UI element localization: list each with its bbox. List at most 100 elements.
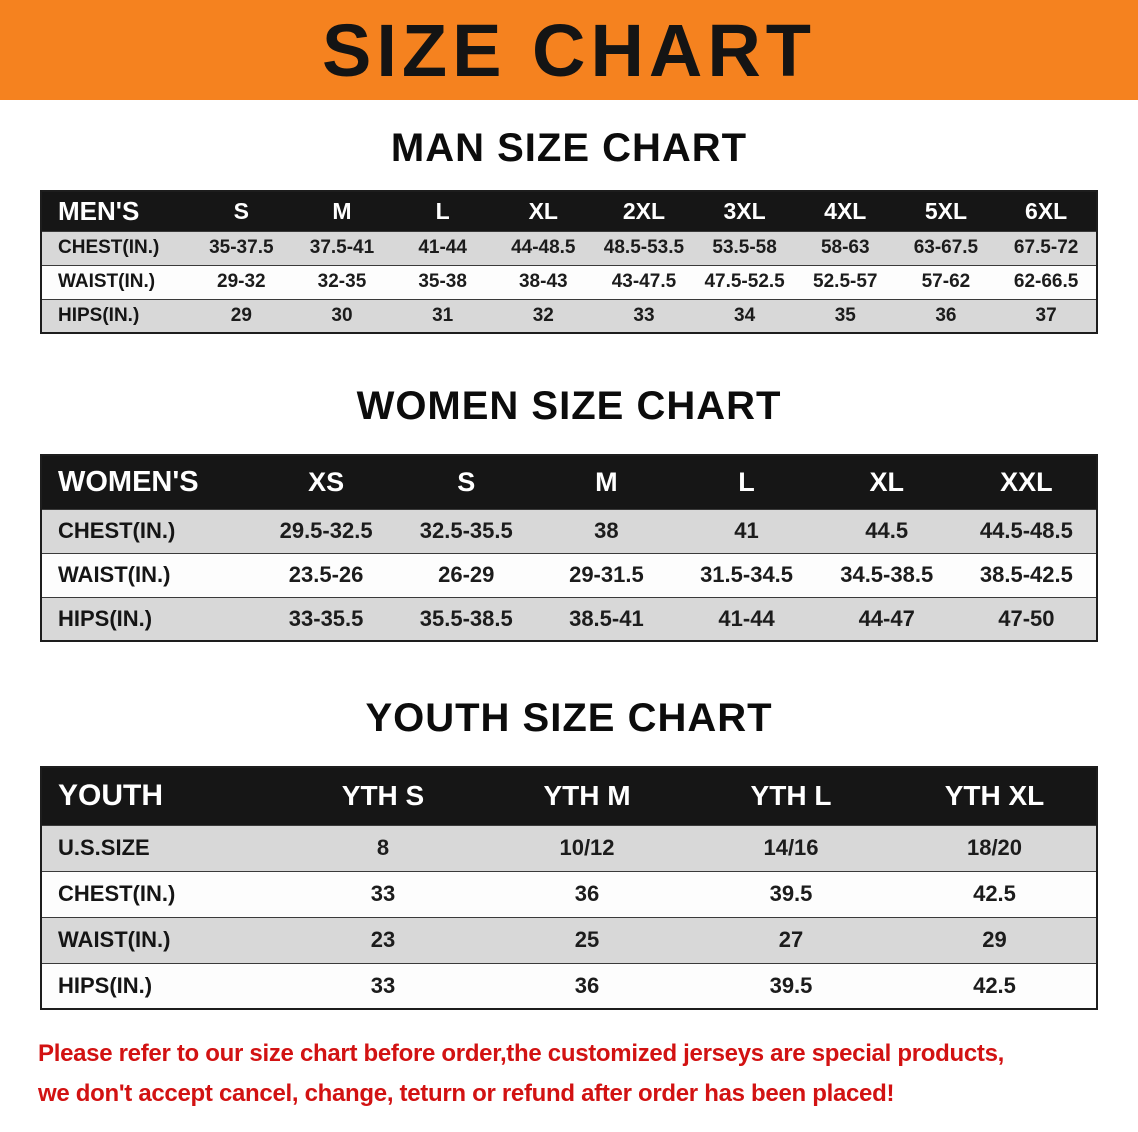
man-size-section: MAN SIZE CHART MEN'S S M L XL 2XL 3XL 4XL 5XL 6XL… [0, 124, 1138, 334]
women-section-heading: WOMEN SIZE CHART [356, 384, 782, 428]
size-column-header: YTH S [281, 767, 485, 825]
size-value: 33 [370, 881, 396, 906]
size-chart-banner: SIZE CHART [0, 0, 1138, 100]
measurement-row: HIPS(IN.) 33-35.5 35.5-38.5 38.5-41 41-44 44-… [41, 597, 1097, 641]
measurement-row: WAIST(IN.) 23.5-26 26-29 29-31.5 31.5-34.5 34… [41, 553, 1097, 597]
size-value: 57-62 [921, 271, 971, 292]
youth-section-heading: YOUTH SIZE CHART [365, 696, 773, 740]
size-column-header: 2XL [593, 191, 695, 231]
size-chart-content: MAN SIZE CHART MEN'S S M L XL 2XL 3XL 4XL 5XL 6XL… [0, 124, 1138, 1114]
size-value: 29-32 [217, 271, 266, 292]
size-column-header: XL [492, 191, 594, 231]
size-value: 35.5-38.5 [419, 605, 513, 631]
size-value: 32.5-35.5 [419, 518, 513, 543]
size-value: 29.5-32.5 [279, 518, 373, 543]
row-label: CHEST(IN.) [58, 237, 160, 258]
size-value: 39.5 [769, 881, 813, 906]
size-column-header: M [536, 455, 677, 509]
size-column-header: 6XL [996, 191, 1097, 231]
disclaimer-line-2: we don't accept cancel, change, teturn o… [38, 1080, 895, 1107]
size-column-header: YTH M [485, 767, 689, 825]
size-value: 39.5 [769, 972, 813, 998]
header-row: MEN'S S M L XL 2XL 3XL 4XL 5XL 6XL [41, 191, 1097, 231]
size-column-header: L [392, 191, 493, 231]
measurement-row: CHEST(IN.) 29.5-32.5 32.5-35.5 38 41 44.5 44.5… [41, 509, 1097, 553]
size-value: 44-48.5 [511, 237, 576, 258]
women-size-section: WOMEN SIZE CHART WOMEN'S XS S M L XL XXL CHEST… [0, 382, 1138, 642]
size-column-header: XS [256, 455, 397, 509]
measurement-row: HIPS(IN.) 29 30 31 32 33 34 35 36 37 [41, 299, 1097, 333]
size-column-header: L [676, 455, 817, 509]
row-label: HIPS(IN.) [58, 605, 153, 631]
youth-size-section: YOUTH SIZE CHART YOUTH YTH S YTH M YTH L YTH… [0, 694, 1138, 1010]
size-value: 29 [230, 304, 252, 326]
youth-table-body: U.S.SIZE 8 10/12 14/16 18/20 CHEST(IN.) 33 36 39… [41, 825, 1097, 1009]
size-value: 38 [594, 518, 619, 543]
size-value: 38-43 [518, 271, 568, 292]
row-label: CHEST(IN.) [58, 881, 176, 906]
man-table-body: CHEST(IN.) 35-37.5 37.5-41 41-44 44-48.5 48.5… [41, 231, 1097, 333]
row-label: CHEST(IN.) [58, 518, 176, 543]
size-value: 23 [370, 927, 396, 952]
size-value: 41-44 [718, 605, 775, 631]
size-value: 41-44 [418, 237, 467, 258]
size-column-header: 5XL [895, 191, 997, 231]
disclaimer-text: Please refer to our size chart before or… [38, 1034, 1100, 1114]
man-section-heading: MAN SIZE CHART [390, 126, 748, 170]
size-value: 29 [982, 927, 1007, 952]
size-value: 38.5-42.5 [979, 562, 1073, 587]
size-value: 63-67.5 [913, 237, 979, 258]
size-value: 38.5-41 [569, 605, 644, 631]
size-column-header: 3XL [694, 191, 795, 231]
man-size-table: MEN'S S M L XL 2XL 3XL 4XL 5XL 6XL CHEST(IN.) 35-3… [40, 190, 1098, 334]
size-value: 42.5 [973, 972, 1016, 998]
size-value: 35 [834, 304, 856, 326]
size-value: 31.5-34.5 [700, 562, 794, 587]
size-value: 67.5-72 [1013, 237, 1079, 258]
measurement-row: CHEST(IN.) 33 36 39.5 42.5 [41, 871, 1097, 917]
measurement-row: CHEST(IN.) 35-37.5 37.5-41 41-44 44-48.5 48.5… [41, 231, 1097, 265]
disclaimer-line-1: Please refer to our size chart before or… [38, 1040, 1004, 1067]
size-column-header: M [291, 191, 393, 231]
size-column-header: S [396, 455, 537, 509]
size-value: 44-47 [858, 605, 915, 631]
size-value: 43-47.5 [611, 271, 677, 292]
size-value: 42.5 [973, 881, 1016, 906]
size-value: 18/20 [966, 835, 1023, 860]
size-column-header: XL [816, 455, 957, 509]
row-label: WAIST(IN.) [58, 562, 171, 587]
size-value: 30 [331, 304, 353, 326]
size-value: 47.5-52.5 [704, 271, 785, 292]
row-label: U.S.SIZE [58, 835, 150, 860]
size-value: 44.5-48.5 [979, 518, 1073, 543]
size-value: 26-29 [438, 562, 495, 587]
youth-size-table: YOUTH YTH S YTH M YTH L YTH XL U.S.SIZE 8 10/1… [40, 766, 1098, 1010]
measurement-row: WAIST(IN.) 29-32 32-35 35-38 38-43 43-47.5 47.… [41, 265, 1097, 299]
size-value: 25 [574, 927, 600, 952]
size-column-header: YTH L [689, 767, 893, 825]
size-value: 62-66.5 [1013, 271, 1079, 292]
size-value: 48.5-53.5 [603, 237, 685, 258]
table-corner-label: YOUTH [41, 767, 281, 825]
size-value: 32-35 [317, 271, 367, 292]
row-label: HIPS(IN.) [58, 304, 140, 326]
size-value: 8 [376, 835, 390, 860]
row-label: WAIST(IN.) [58, 927, 171, 952]
size-value: 31 [432, 304, 454, 326]
women-table-header: WOMEN'S XS S M L XL XXL [41, 455, 1097, 509]
size-value: 33 [370, 972, 396, 998]
size-value: 34.5-38.5 [840, 562, 934, 587]
size-value: 35-37.5 [209, 237, 274, 258]
size-value: 34 [734, 304, 756, 326]
measurement-row: WAIST(IN.) 23 25 27 29 [41, 917, 1097, 963]
size-value: 32 [532, 304, 554, 326]
size-value: 27 [778, 927, 804, 952]
size-value: 58-63 [820, 237, 870, 258]
measurement-row: U.S.SIZE 8 10/12 14/16 18/20 [41, 825, 1097, 871]
women-table-body: CHEST(IN.) 29.5-32.5 32.5-35.5 38 41 44.5 44.5… [41, 509, 1097, 641]
size-value: 36 [574, 881, 600, 906]
size-value: 44.5 [865, 518, 909, 543]
size-value: 37.5-41 [309, 237, 375, 258]
size-value: 33 [633, 304, 655, 326]
table-corner-label: WOMEN'S [41, 455, 256, 509]
